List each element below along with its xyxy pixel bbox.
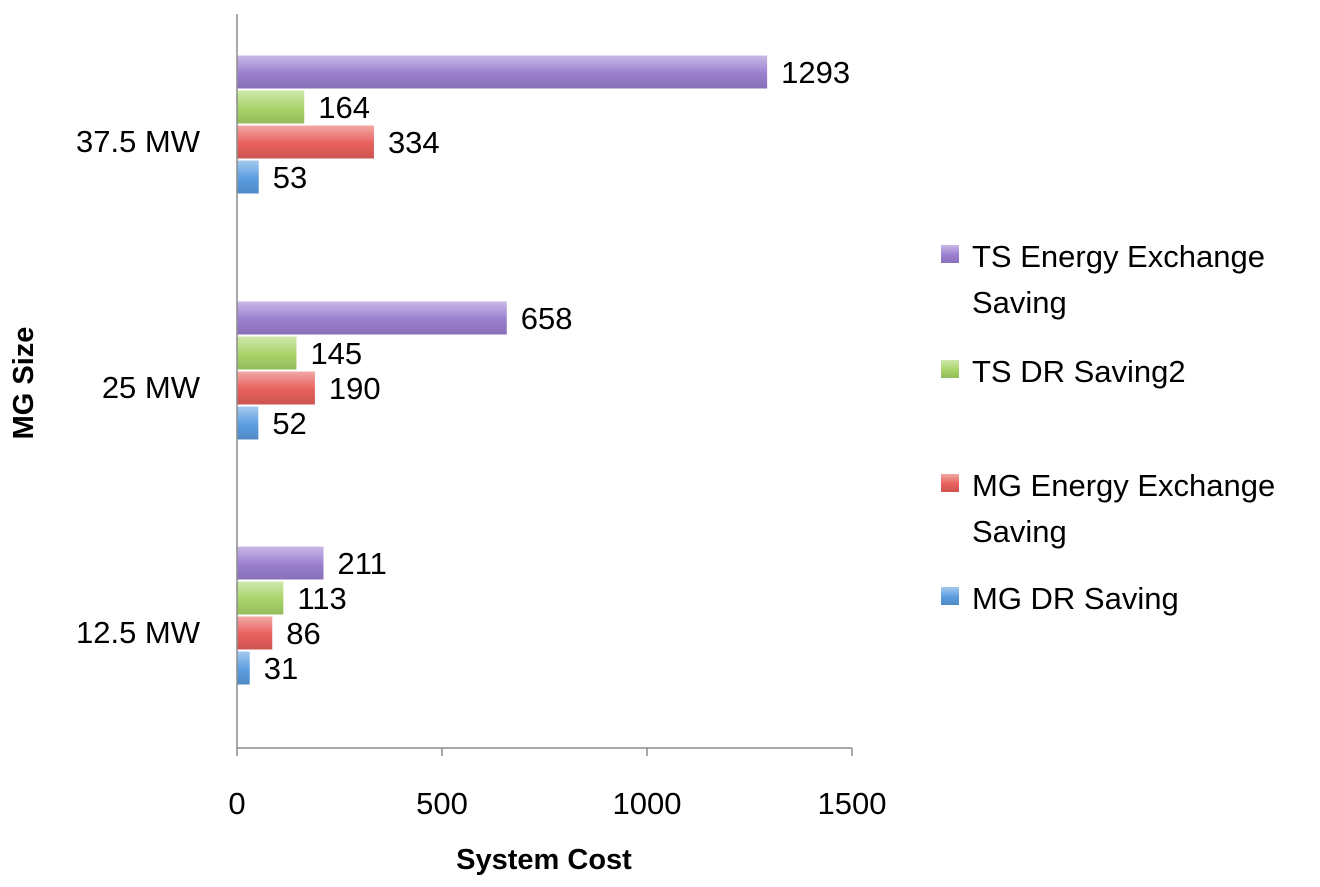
legend-item: TS DR Saving2 bbox=[941, 354, 1186, 389]
data-label: 334 bbox=[388, 125, 440, 160]
legend-item: MG DR Saving bbox=[941, 581, 1179, 616]
bar-25mw-series4 bbox=[237, 406, 259, 440]
x-axis-title: System Cost bbox=[456, 844, 632, 876]
bars-layer bbox=[237, 55, 768, 685]
x-tick-label: 1000 bbox=[613, 786, 682, 821]
legend-swatch bbox=[941, 587, 959, 605]
category-labels: 12.5 MW 25 MW 37.5 MW bbox=[76, 124, 201, 650]
data-label: 113 bbox=[297, 581, 346, 616]
bar-12.5mw-series4 bbox=[237, 651, 250, 685]
data-label: 145 bbox=[310, 336, 362, 371]
ticks-layer: 0 500 1000 1500 bbox=[228, 748, 886, 821]
bar-37.5mw-series3 bbox=[237, 125, 374, 159]
legend: TS Energy Exchange Saving TS DR Saving2 MG … bbox=[941, 239, 1275, 616]
legend-item: TS Energy Exchange Saving bbox=[941, 239, 1265, 320]
legend-label: MG Energy Exchange Saving bbox=[972, 468, 1275, 549]
legend-label: MG DR Saving bbox=[972, 581, 1179, 616]
legend-label: TS DR Saving2 bbox=[972, 354, 1186, 389]
category-label: 37.5 MW bbox=[76, 124, 201, 159]
bar-37.5mw-series2 bbox=[237, 90, 305, 124]
category-label: 25 MW bbox=[102, 370, 201, 405]
data-label: 52 bbox=[272, 406, 306, 441]
bar-37.5mw-series1 bbox=[237, 55, 768, 89]
bar-25mw-series2 bbox=[237, 336, 297, 370]
data-label: 53 bbox=[273, 160, 307, 195]
legend-item: MG Energy Exchange Saving bbox=[941, 468, 1275, 549]
legend-label: TS Energy Exchange Saving bbox=[972, 239, 1265, 320]
legend-swatch bbox=[941, 360, 959, 378]
data-label: 658 bbox=[521, 301, 573, 336]
data-label: 190 bbox=[329, 371, 381, 406]
bar-12.5mw-series1 bbox=[237, 546, 324, 580]
data-label: 211 bbox=[338, 546, 387, 581]
legend-swatch bbox=[941, 245, 959, 263]
bar-12.5mw-series3 bbox=[237, 616, 273, 650]
y-axis-title: MG Size bbox=[8, 327, 40, 440]
bar-12.5mw-series2 bbox=[237, 581, 284, 615]
x-tick-label: 500 bbox=[416, 786, 468, 821]
x-tick-label: 0 bbox=[228, 786, 245, 821]
data-label: 86 bbox=[286, 616, 320, 651]
bar-37.5mw-series4 bbox=[237, 160, 259, 194]
data-label: 31 bbox=[264, 651, 298, 686]
bar-25mw-series3 bbox=[237, 371, 315, 405]
data-label: 1293 bbox=[781, 55, 850, 90]
data-label: 164 bbox=[318, 90, 370, 125]
legend-swatch bbox=[941, 474, 959, 492]
bar-25mw-series1 bbox=[237, 301, 507, 335]
category-label: 12.5 MW bbox=[76, 615, 201, 650]
x-tick-label: 1500 bbox=[818, 786, 887, 821]
